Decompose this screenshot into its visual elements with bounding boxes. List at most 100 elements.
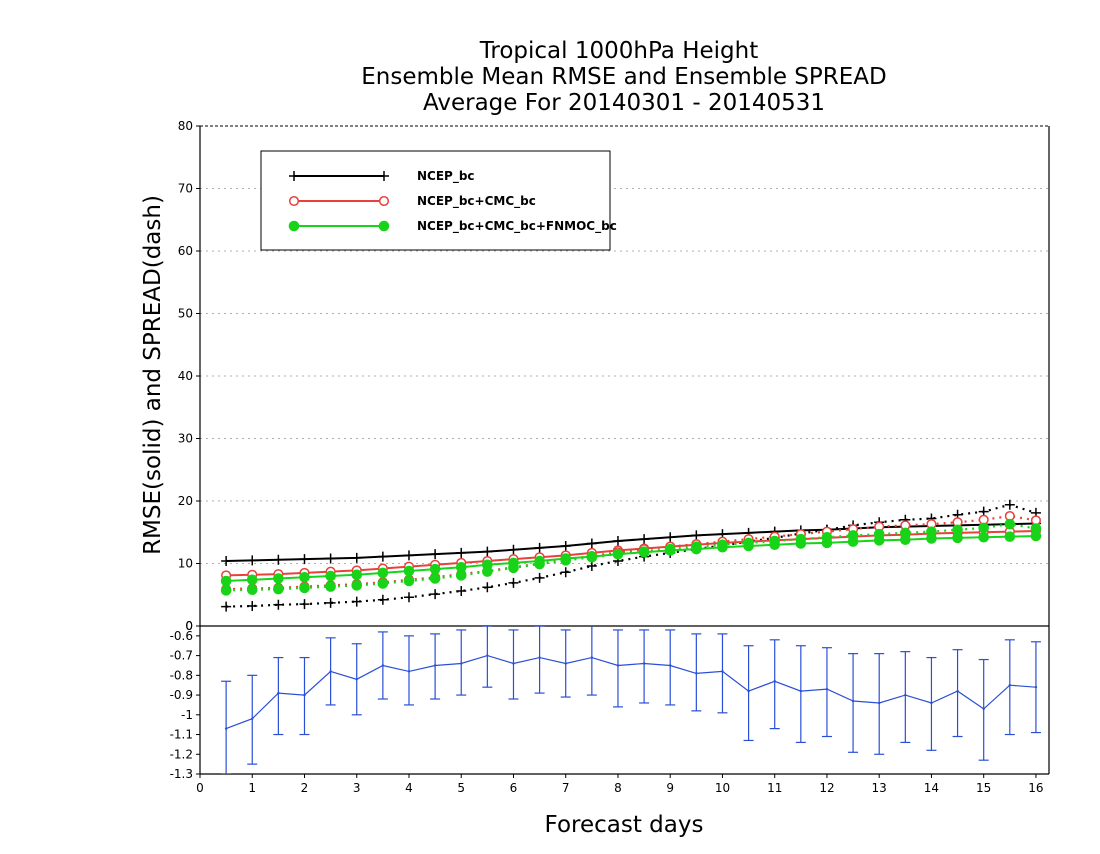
diff-point xyxy=(355,678,358,681)
upper-y-tick-label: 50 xyxy=(178,307,193,321)
data-point-marker xyxy=(847,530,859,541)
diff-point xyxy=(904,693,907,697)
data-point-marker xyxy=(1030,523,1042,534)
data-point-marker xyxy=(351,569,363,581)
diff-point xyxy=(616,664,620,667)
data-point-marker xyxy=(299,582,310,594)
data-point-marker xyxy=(351,580,363,591)
legend-label: NCEP_bc xyxy=(417,169,475,184)
series-line-5 xyxy=(226,522,1037,592)
data-point-marker xyxy=(926,526,937,537)
data-point-marker xyxy=(717,539,728,551)
diff-point xyxy=(1034,685,1038,689)
diff-point xyxy=(251,717,254,720)
data-point-marker xyxy=(612,548,624,560)
data-point-marker xyxy=(534,558,545,570)
legend-marker xyxy=(288,195,300,207)
data-point-marker xyxy=(325,570,336,582)
legend-label: NCEP_bc+CMC_bc xyxy=(417,194,536,209)
legend-marker xyxy=(378,195,390,207)
data-point-marker xyxy=(246,584,258,596)
diff-point xyxy=(982,707,985,711)
series-5 xyxy=(220,518,1042,596)
data-point-marker xyxy=(377,567,389,579)
data-point-marker xyxy=(795,533,807,545)
title-line-1: Tropical 1000hPa Height xyxy=(479,38,759,64)
x-tick-label: 14 xyxy=(924,781,939,795)
diff-point xyxy=(460,662,463,665)
x-tick-label: 13 xyxy=(872,781,887,795)
diff-point xyxy=(669,664,672,667)
data-point-marker xyxy=(429,573,441,584)
upper-y-tick-label: 40 xyxy=(178,369,193,383)
lower-y-tick-label: -1 xyxy=(181,708,193,722)
diff-point xyxy=(277,691,280,695)
lower-y-tick-label: -1.3 xyxy=(170,767,193,781)
lower-y-tick-label: -0.6 xyxy=(170,629,193,643)
legend: NCEP_bc NCEP_bc+CMC_bc NCEP_bc+CMC_bc+FNMO… xyxy=(260,150,617,251)
data-point-marker xyxy=(638,546,650,557)
data-point-marker xyxy=(273,583,284,595)
lower-y-tick-label: -0.8 xyxy=(170,668,193,682)
x-axis-label: Forecast days xyxy=(545,812,704,838)
diff-point xyxy=(433,664,437,667)
x-tick-label: 7 xyxy=(562,781,570,795)
legend-marker xyxy=(378,220,390,232)
x-tick-label: 5 xyxy=(457,781,465,795)
data-point-marker xyxy=(482,566,493,577)
data-point-marker xyxy=(377,578,389,589)
diff-point xyxy=(381,664,385,667)
data-point-marker xyxy=(455,570,467,581)
x-tick-label: 1 xyxy=(248,781,256,795)
diff-point xyxy=(747,689,750,693)
x-tick-label: 11 xyxy=(767,781,782,795)
x-tick-label: 9 xyxy=(666,781,674,795)
data-point-marker xyxy=(664,543,676,555)
data-point-marker xyxy=(560,555,572,566)
diff-point xyxy=(538,656,541,659)
x-tick-label: 6 xyxy=(510,781,518,795)
lower-y-tick-label: -0.7 xyxy=(170,649,193,663)
data-point-marker xyxy=(220,585,232,596)
upper-y-tick-label: 60 xyxy=(178,244,193,258)
data-point-marker xyxy=(1004,531,1016,542)
lower-panel: -0.6-0.7-0.8-0.9-1-1.1-1.2-1.300 1 2 3 4 5 6 7 8… xyxy=(170,619,1050,795)
data-point-marker xyxy=(769,535,781,547)
data-point-marker xyxy=(325,581,336,592)
x-tick-label: 16 xyxy=(1028,781,1043,795)
x-tick-label: 4 xyxy=(405,781,413,795)
diff-line xyxy=(225,654,1036,730)
upper-y-tick-label: 70 xyxy=(178,182,193,196)
x-tick-label: 3 xyxy=(353,781,361,795)
upper-y-tick-label: 20 xyxy=(178,494,193,508)
x-tick-label: 15 xyxy=(976,781,991,795)
diff-point xyxy=(329,670,332,673)
diff-point xyxy=(825,687,829,691)
diff-point xyxy=(224,727,228,730)
diff-point xyxy=(721,670,724,673)
diff-point xyxy=(773,680,776,683)
legend-label: NCEP_bc+CMC_bc+FNMOC_bc xyxy=(417,219,617,234)
diff-point xyxy=(956,689,959,693)
panel-zero-label: 0 xyxy=(185,619,193,633)
data-point-marker xyxy=(299,571,310,583)
diff-point xyxy=(407,670,411,673)
diff-point xyxy=(564,662,567,665)
upper-y-tick-label: 10 xyxy=(178,557,193,571)
title-line-2: Ensemble Mean RMSE and Ensemble SPREAD xyxy=(361,64,886,90)
data-point-marker xyxy=(821,531,833,543)
diff-point xyxy=(512,662,515,665)
data-point-marker xyxy=(743,537,754,549)
y-axis-label: RMSE(solid) and SPREAD(dash) xyxy=(140,195,166,555)
data-point-marker xyxy=(1004,518,1016,530)
diff-point xyxy=(486,654,489,657)
x-tick-label: 2 xyxy=(301,781,309,795)
diff-point xyxy=(799,689,803,693)
data-point-marker xyxy=(978,522,989,534)
diff-point xyxy=(303,693,306,697)
data-point-marker xyxy=(873,528,885,540)
data-point-marker xyxy=(900,527,911,539)
data-point-marker xyxy=(403,565,415,577)
